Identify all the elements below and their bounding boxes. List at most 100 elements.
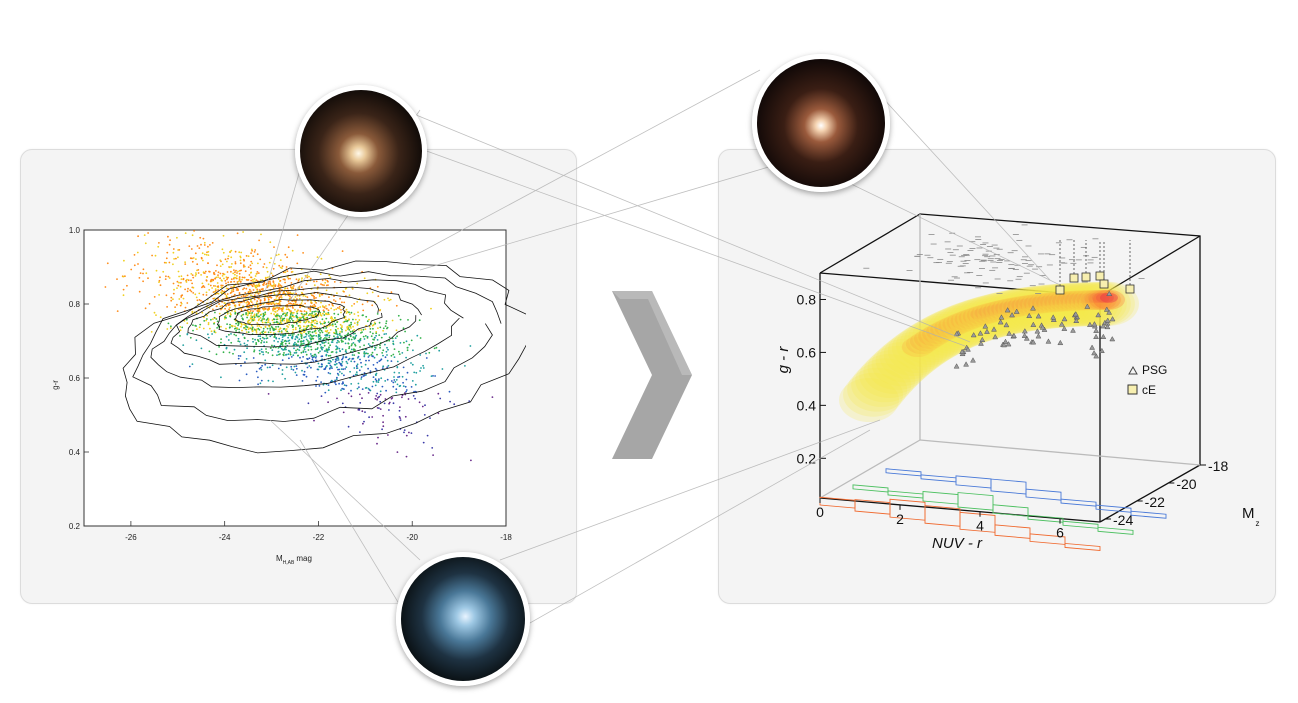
left-scatter-point <box>221 305 224 307</box>
left-scatter-point <box>357 311 359 314</box>
galaxy-thumbnail-spiral[interactable] <box>396 552 530 686</box>
left-scatter-point <box>213 329 216 332</box>
left-scatter-point <box>294 308 296 311</box>
left-scatter-point <box>172 282 175 285</box>
left-scatter-point <box>331 367 333 369</box>
left-scatter-point <box>253 294 256 297</box>
left-scatter-point <box>254 280 256 283</box>
left-scatter-point <box>380 377 383 380</box>
left-scatter-point <box>147 232 149 234</box>
left-scatter-point <box>334 360 337 363</box>
galaxy-thumbnail-elliptical-1[interactable] <box>295 85 427 217</box>
left-scatter-point <box>311 356 314 359</box>
left-scatter-point <box>344 342 347 345</box>
right-panel <box>718 149 1276 604</box>
left-scatter-point <box>313 419 315 422</box>
left-scatter-point <box>253 349 256 351</box>
left-scatter-point <box>402 366 405 369</box>
left-scatter-point <box>364 335 367 337</box>
left-scatter-point <box>357 382 360 385</box>
left-scatter-point <box>242 318 244 321</box>
left-scatter-point <box>172 292 175 295</box>
left-scatter-point <box>254 249 257 251</box>
left-scatter-point <box>123 259 125 262</box>
left-scatter-point <box>282 333 285 336</box>
left-scatter-point <box>247 320 250 322</box>
left-scatter-point <box>377 379 380 382</box>
left-scatter-point <box>387 348 389 351</box>
left-scatter-point <box>248 288 251 291</box>
left-scatter-point <box>116 278 118 280</box>
left-scatter-point <box>170 299 173 302</box>
left-scatter-point <box>201 252 204 255</box>
left-scatter-point <box>340 389 342 392</box>
left-scatter-point <box>173 258 176 260</box>
left-scatter-point <box>418 401 421 404</box>
left-scatter-point <box>408 343 411 346</box>
left-scatter-point <box>262 266 265 268</box>
left-scatter-point <box>257 272 260 274</box>
left-scatter-point <box>234 250 237 253</box>
left-scatter-point <box>336 292 338 295</box>
left-scatter-point <box>315 379 318 382</box>
left-scatter-point <box>314 300 317 303</box>
left-scatter-point <box>269 282 272 284</box>
left-scatter-point <box>350 323 353 326</box>
left-scatter-point <box>295 300 297 302</box>
left-scatter-point <box>273 321 276 324</box>
left-scatter-point <box>296 348 299 351</box>
left-scatter-point <box>333 281 336 283</box>
left-scatter-point <box>239 281 242 283</box>
galaxy-thumbnail-elliptical-2[interactable] <box>752 54 890 192</box>
left-scatter-point <box>256 253 259 256</box>
left-scatter-point <box>180 275 183 278</box>
left-scatter-point <box>241 276 244 279</box>
left-scatter-point <box>327 384 330 386</box>
left-scatter-point <box>359 339 362 342</box>
left-scatter-point <box>324 391 327 394</box>
left-scatter-point <box>402 327 405 330</box>
left-scatter-point <box>250 305 253 308</box>
left-scatter-point <box>265 348 267 350</box>
left-scatter-point <box>320 257 323 260</box>
left-scatter-point <box>190 273 193 275</box>
left-scatter-point <box>213 297 216 300</box>
left-scatter-point <box>401 396 403 399</box>
left-scatter-point <box>284 329 287 332</box>
left-scatter-point <box>317 362 320 365</box>
left-scatter-point <box>394 381 397 383</box>
left-scatter-point <box>345 360 348 363</box>
left-scatter-point <box>392 353 395 356</box>
left-scatter-point <box>278 337 281 340</box>
left-scatter-point <box>238 379 241 382</box>
left-scatter-point <box>336 376 338 379</box>
left-scatter-point <box>241 329 243 332</box>
left-scatter-point <box>226 271 229 273</box>
left-scatter-point <box>188 245 191 247</box>
left-scatter-point <box>239 269 241 272</box>
left-scatter-point <box>240 325 242 328</box>
left-scatter-point <box>223 277 225 280</box>
left-scatter-point <box>257 327 260 330</box>
left-scatter-point <box>308 341 310 343</box>
left-scatter-point <box>308 275 310 278</box>
left-scatter-point <box>319 350 321 353</box>
left-scatter-point <box>254 305 256 307</box>
left-scatter-point <box>225 335 228 338</box>
left-scatter-point <box>200 347 203 350</box>
left-scatter-point <box>193 230 196 232</box>
left-scatter-point <box>186 302 189 304</box>
left-scatter-point <box>158 281 160 283</box>
left-scatter-point <box>242 264 245 267</box>
left-scatter-point <box>401 352 404 354</box>
left-scatter-point <box>184 261 187 263</box>
left-scatter-point <box>392 340 395 343</box>
left-scatter-point <box>205 294 208 296</box>
left-scatter-point <box>233 348 236 351</box>
left-scatter-point <box>418 319 421 322</box>
left-scatter-point <box>258 318 260 321</box>
left-scatter-point <box>288 334 290 337</box>
left-scatter-point <box>122 294 125 297</box>
left-scatter-point <box>243 342 246 345</box>
left-scatter-point <box>281 338 284 341</box>
